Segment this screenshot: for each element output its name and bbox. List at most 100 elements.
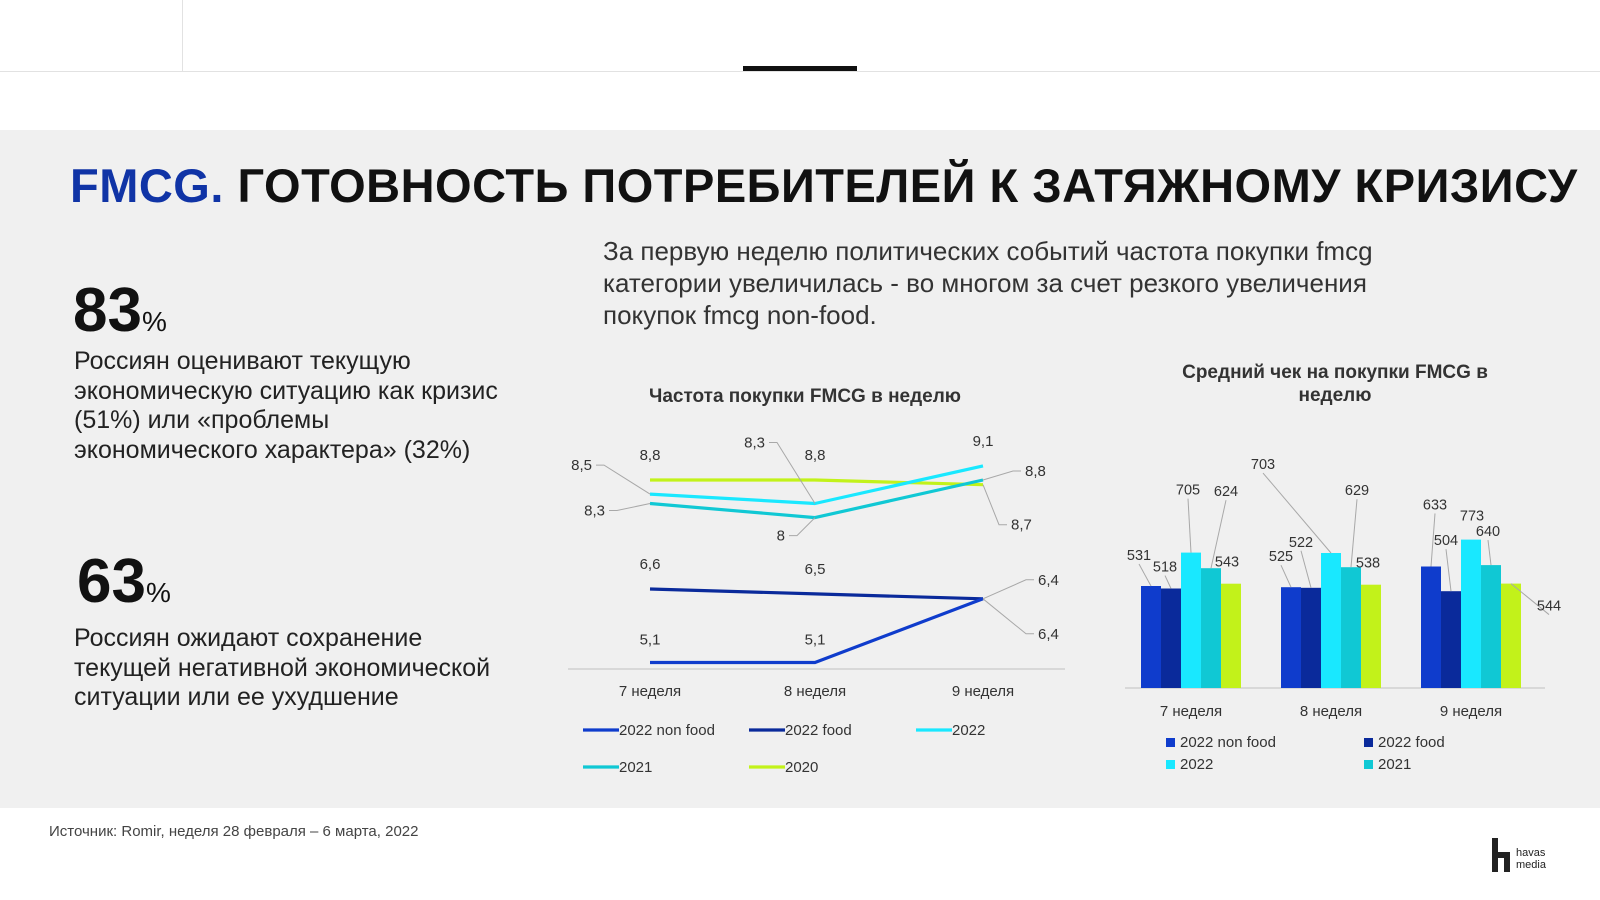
bar-leader [1262, 472, 1332, 554]
bar-leader [1300, 550, 1312, 588]
line-series-2022-non-food [650, 597, 984, 665]
line-series-2022-food [649, 587, 984, 601]
stat-83-unit: % [141, 306, 167, 337]
bar-data-label: 703 [1251, 457, 1275, 473]
bar-legend-label: 2022 food [1378, 734, 1445, 751]
line-leader [982, 484, 1007, 526]
line-data-label: 8,3 [584, 503, 605, 520]
top-bar-divider [182, 0, 183, 72]
line-x-tick-label: 9 неделя [952, 683, 1014, 700]
line-data-label: 8,8 [805, 447, 826, 464]
bar-leader [1210, 500, 1227, 569]
bar-legend-swatch [1364, 738, 1373, 747]
bar-leader [1487, 540, 1492, 566]
bar-legend-swatch [1364, 760, 1373, 769]
bar-data-label: 543 [1215, 555, 1239, 571]
bar-x-tick-label: 9 неделя [1440, 703, 1502, 720]
line-data-label: 6,4 [1038, 572, 1059, 589]
stat-63-unit: % [145, 577, 171, 608]
line-leader [596, 464, 651, 495]
stat-63-text: Россиян ожидают сохранение текущей негат… [74, 624, 491, 711]
bar-data-label: 522 [1289, 535, 1313, 551]
line-legend-label: 2021 [619, 759, 652, 776]
bar-2022 [1181, 552, 1201, 688]
line-x-tick-label: 7 неделя [619, 683, 681, 700]
bar-2022 [1321, 553, 1341, 688]
bar-leader [1280, 564, 1292, 588]
bar-leader [1187, 498, 1192, 553]
bar-legend-swatch [1166, 760, 1175, 769]
bar-leader [1445, 549, 1452, 592]
line-data-label: 6,5 [805, 561, 826, 578]
bar-data-label: 538 [1356, 556, 1380, 572]
slide-panel [0, 130, 1600, 808]
line-data-label: 8,5 [571, 457, 592, 474]
active-tab-indicator [743, 66, 857, 71]
line-data-label: 5,1 [640, 632, 661, 649]
bar-data-label: 629 [1345, 483, 1369, 499]
line-legend-label: 2020 [785, 759, 818, 776]
bar-legend-label: 2022 non food [1180, 734, 1276, 751]
line-leader [982, 470, 1021, 481]
bar-2022-food [1441, 591, 1461, 688]
line-leader [609, 503, 651, 511]
line-data-label: 6,4 [1038, 626, 1059, 643]
bar-data-label: 624 [1214, 484, 1238, 500]
bar-data-label: 705 [1176, 483, 1200, 499]
line-leader [769, 442, 816, 504]
line-legend-label: 2022 food [785, 722, 852, 739]
slide-title: FMCG. ГОТОВНОСТЬ ПОТРЕБИТЕЛЕЙ К ЗАТЯЖНОМ… [70, 158, 1578, 213]
line-data-label: 9,1 [973, 433, 994, 450]
bar-2022 [1461, 539, 1481, 688]
bar-data-label: 525 [1269, 549, 1293, 565]
stat-83-text: Россиян оценивают текущую экономическую … [74, 347, 498, 464]
stat-83-value: 83 [73, 276, 142, 345]
line-legend-label: 2022 non food [619, 722, 715, 739]
bar-2020 [1501, 583, 1521, 688]
bar-data-label: 633 [1423, 497, 1447, 513]
bar-data-label: 544 [1537, 599, 1561, 615]
bar-chart-title: Средний чек на покупки FMCG в неделю [1182, 362, 1488, 406]
bar-x-tick-label: 7 неделя [1160, 703, 1222, 720]
line-series-2020 [650, 478, 984, 487]
bar-x-tick-label: 8 неделя [1300, 703, 1362, 720]
bar-data-label: 504 [1434, 533, 1458, 549]
bar-2021 [1341, 567, 1361, 688]
bar-leader [1138, 563, 1152, 587]
bar-data-label: 531 [1127, 548, 1151, 564]
line-data-label: 6,6 [640, 556, 661, 573]
stat-83-number: 83% [73, 280, 167, 342]
bar-2022-non-food [1281, 587, 1301, 688]
bar-2022-food [1161, 588, 1181, 688]
bar-legend-label: 2022 [1180, 756, 1213, 773]
lead-paragraph: За первую неделю политических событий ча… [603, 236, 1373, 330]
bar-data-label: 640 [1476, 524, 1500, 540]
line-legend-label: 2022 [952, 722, 985, 739]
line-leader [789, 517, 816, 537]
havas-media-logo: havas media [1490, 836, 1570, 876]
line-leader [982, 598, 1034, 635]
bar-2022-non-food [1141, 586, 1161, 688]
bar-legend-swatch [1166, 738, 1175, 747]
line-data-label: 8,8 [1025, 463, 1046, 480]
title-accent: FMCG. [70, 159, 224, 212]
line-data-label: 8,7 [1011, 517, 1032, 534]
line-x-tick-label: 8 неделя [784, 683, 846, 700]
bar-2022-non-food [1421, 566, 1441, 688]
title-text: ГОТОВНОСТЬ ПОТРЕБИТЕЛЕЙ К ЗАТЯЖНОМУ КРИЗ… [237, 159, 1578, 212]
line-chart-title: Частота покупки FMCG в неделю [648, 386, 962, 407]
line-data-label: 5,1 [805, 632, 826, 649]
line-leader [982, 579, 1034, 600]
bar-leader [1164, 575, 1172, 589]
logo-text-1: havas [1516, 847, 1546, 859]
bar-leader [1510, 583, 1550, 615]
bar-2021 [1201, 568, 1221, 688]
bar-2020 [1361, 584, 1381, 688]
bar-2020 [1221, 583, 1241, 688]
line-data-label: 8 [777, 528, 785, 545]
bar-leader [1350, 499, 1358, 568]
stat-63-number: 63% [77, 551, 171, 613]
bar-data-label: 773 [1460, 509, 1484, 525]
